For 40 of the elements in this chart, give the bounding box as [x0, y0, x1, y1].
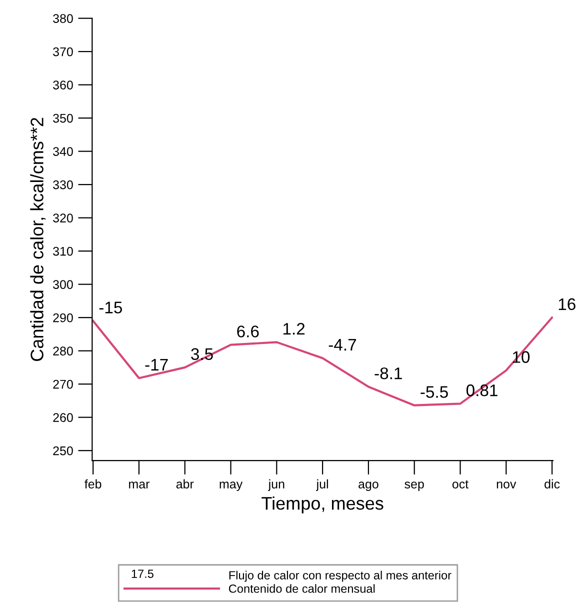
annotation: -15 [99, 302, 122, 314]
y-tick-label: 370 [53, 47, 73, 56]
annotation: -17 [145, 358, 168, 370]
text: Flujo de calor con respecto al mes anterior [229, 570, 452, 582]
annotation: -4.7 [328, 339, 356, 351]
annotation: -5.5 [420, 386, 448, 398]
x-tick-label: nov [496, 482, 516, 488]
annotation: 16 [558, 298, 576, 310]
y-tick-label: 270 [53, 380, 73, 389]
y-axis-title: Cantidad de calor, kcal/cms**2 [30, 118, 46, 361]
x-tick-label: dic [544, 479, 560, 488]
y-tick-label: 320 [53, 214, 73, 222]
x-tick-label: jul [316, 479, 328, 491]
x-tick-label: jun [268, 479, 284, 491]
y-tick-label: 340 [53, 147, 73, 156]
annotation: 6.6 [237, 326, 259, 338]
y-tick-label: 360 [53, 80, 73, 90]
text: Contenido de calor mensual [229, 584, 375, 593]
x-tick-label: ago [358, 482, 378, 491]
y-tick-label: 350 [53, 114, 73, 123]
y-tick-label: 280 [53, 346, 73, 356]
x-tick-label: feb [84, 479, 102, 488]
y-tick-label: 310 [53, 246, 73, 256]
x-tick-label: oct [452, 480, 468, 488]
y-tick-label: 300 [53, 280, 73, 289]
x-tick-label: mar [129, 482, 150, 488]
x-tick-label: abr [176, 479, 194, 488]
y-tick-label: 260 [53, 413, 73, 422]
annotation: 3.5 [191, 348, 213, 360]
annotation: -8.1 [374, 367, 402, 380]
x-tick-label: may [220, 482, 243, 491]
annotation: 1.2 [283, 322, 305, 335]
y-tick-label: 290 [53, 313, 73, 322]
y-tick-label: 380 [53, 14, 73, 23]
text: 17.5 [132, 570, 154, 578]
y-tick-label: 250 [53, 446, 73, 456]
y-tick-label: 330 [53, 180, 73, 190]
x-axis-title: Tiempo, meses [262, 496, 384, 514]
line-series [92, 316, 553, 406]
x-tick-label: sep [404, 482, 424, 491]
